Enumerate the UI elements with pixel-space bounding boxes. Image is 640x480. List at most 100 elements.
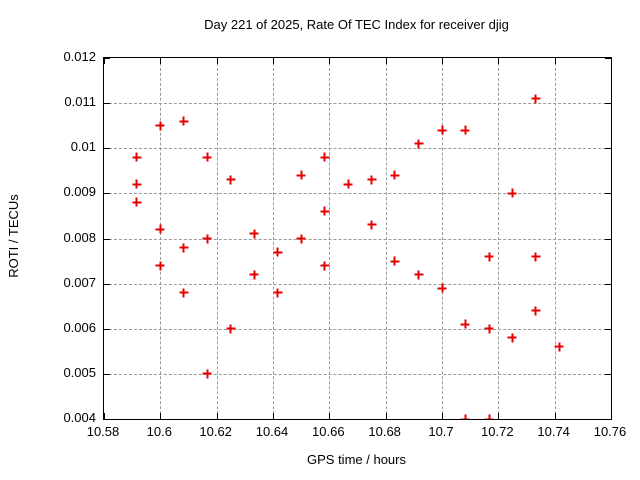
x-tick-bottom — [385, 413, 387, 419]
x-tick-label: 10.58 — [86, 424, 120, 439]
data-point-marker — [460, 125, 470, 135]
x-tick-label: 10.74 — [537, 424, 570, 439]
data-point-marker — [296, 170, 306, 180]
data-point-marker — [179, 288, 189, 298]
x-tick-top — [442, 58, 443, 64]
data-point-marker — [155, 224, 165, 234]
y-tick-right — [605, 238, 611, 240]
x-tick-top — [273, 58, 274, 64]
gridline-horizontal — [104, 148, 611, 150]
data-point-marker — [531, 306, 541, 316]
plot-area — [103, 57, 612, 420]
gridline-horizontal — [104, 283, 611, 285]
y-tick-right — [605, 193, 611, 195]
y-tick-left — [104, 238, 110, 240]
data-point-marker — [484, 414, 494, 419]
x-tick-top — [329, 58, 331, 64]
gridline-horizontal — [104, 103, 611, 105]
data-point-marker — [132, 179, 142, 189]
y-tick-left — [104, 419, 110, 420]
y-tick-left — [104, 283, 110, 285]
y-tick-right — [605, 148, 611, 150]
data-point-marker — [390, 256, 400, 266]
x-tick-label: 10.7 — [428, 424, 454, 439]
data-point-marker — [460, 319, 470, 329]
y-tick-right — [605, 103, 611, 105]
data-point-marker — [202, 369, 212, 379]
x-tick-top — [104, 58, 105, 64]
y-tick-right — [605, 283, 611, 285]
data-point-marker — [132, 152, 142, 162]
x-tick-top — [385, 58, 387, 64]
data-point-marker — [132, 197, 142, 207]
data-point-marker — [531, 94, 541, 104]
y-tick-label: 0.011 — [64, 94, 96, 110]
y-tick-label: 0.005 — [63, 364, 96, 380]
y-tick-label: 0.006 — [63, 319, 96, 335]
data-point-marker — [249, 229, 259, 239]
data-point-marker — [554, 342, 564, 352]
y-axis-label: ROTI / TECUs — [6, 194, 21, 278]
data-point-marker — [320, 152, 330, 162]
data-point-marker — [320, 261, 330, 271]
chart-title: Day 221 of 2025, Rate Of TEC Index for r… — [204, 17, 509, 32]
x-tick-bottom — [554, 413, 556, 419]
y-tick-left — [104, 148, 110, 150]
data-point-marker — [202, 234, 212, 243]
data-point-marker — [507, 188, 517, 198]
data-point-marker — [390, 170, 400, 180]
data-point-marker — [179, 116, 189, 126]
data-point-marker — [414, 270, 424, 280]
y-tick-label: 0.009 — [63, 184, 96, 200]
data-point-marker — [507, 333, 517, 343]
x-tick-bottom — [160, 413, 162, 419]
x-tick-label: 10.68 — [368, 424, 401, 439]
gridline-horizontal — [104, 238, 611, 240]
x-tick-label: 10.72 — [481, 424, 514, 439]
data-point-marker — [155, 261, 165, 271]
y-tick-left — [104, 103, 110, 105]
y-tick-right — [605, 419, 611, 420]
data-point-marker — [226, 324, 236, 334]
y-tick-left — [104, 58, 110, 59]
data-point-marker — [367, 175, 377, 185]
x-tick-bottom — [329, 413, 331, 419]
data-point-marker — [226, 175, 236, 185]
gridline-horizontal — [104, 373, 611, 375]
data-point-marker — [343, 179, 353, 189]
data-point-marker — [179, 243, 189, 253]
x-tick-label: 10.62 — [199, 424, 232, 439]
gridline-horizontal — [104, 193, 611, 195]
x-tick-bottom — [498, 413, 500, 419]
x-tick-label: 10.64 — [255, 424, 289, 439]
y-tick-left — [104, 328, 110, 330]
y-tick-right — [605, 328, 611, 330]
data-point-marker — [414, 139, 424, 149]
x-tick-bottom — [104, 413, 105, 419]
data-point-marker — [531, 252, 541, 262]
x-tick-top — [611, 58, 612, 64]
data-point-marker — [367, 220, 377, 230]
data-point-marker — [437, 283, 447, 293]
x-tick-bottom — [442, 413, 443, 419]
data-point-marker — [484, 252, 494, 262]
x-tick-top — [216, 58, 218, 64]
data-point-marker — [249, 270, 259, 280]
gridline-horizontal — [104, 328, 611, 330]
y-tick-label: 0.007 — [63, 274, 96, 290]
x-tick-label: 10.6 — [146, 424, 172, 439]
x-tick-bottom — [611, 413, 612, 419]
y-tick-label: 0.008 — [63, 229, 96, 245]
y-tick-label: 0.01 — [70, 139, 96, 155]
y-tick-right — [605, 58, 611, 59]
x-tick-top — [554, 58, 556, 64]
x-tick-label: 10.76 — [593, 424, 627, 439]
data-point-marker — [273, 247, 283, 257]
y-tick-left — [104, 373, 110, 375]
data-point-marker — [296, 234, 306, 243]
y-tick-label: 0.012 — [63, 49, 96, 64]
y-tick-label: 0.004 — [63, 410, 96, 425]
data-point-marker — [202, 152, 212, 162]
y-tick-left — [104, 193, 110, 195]
